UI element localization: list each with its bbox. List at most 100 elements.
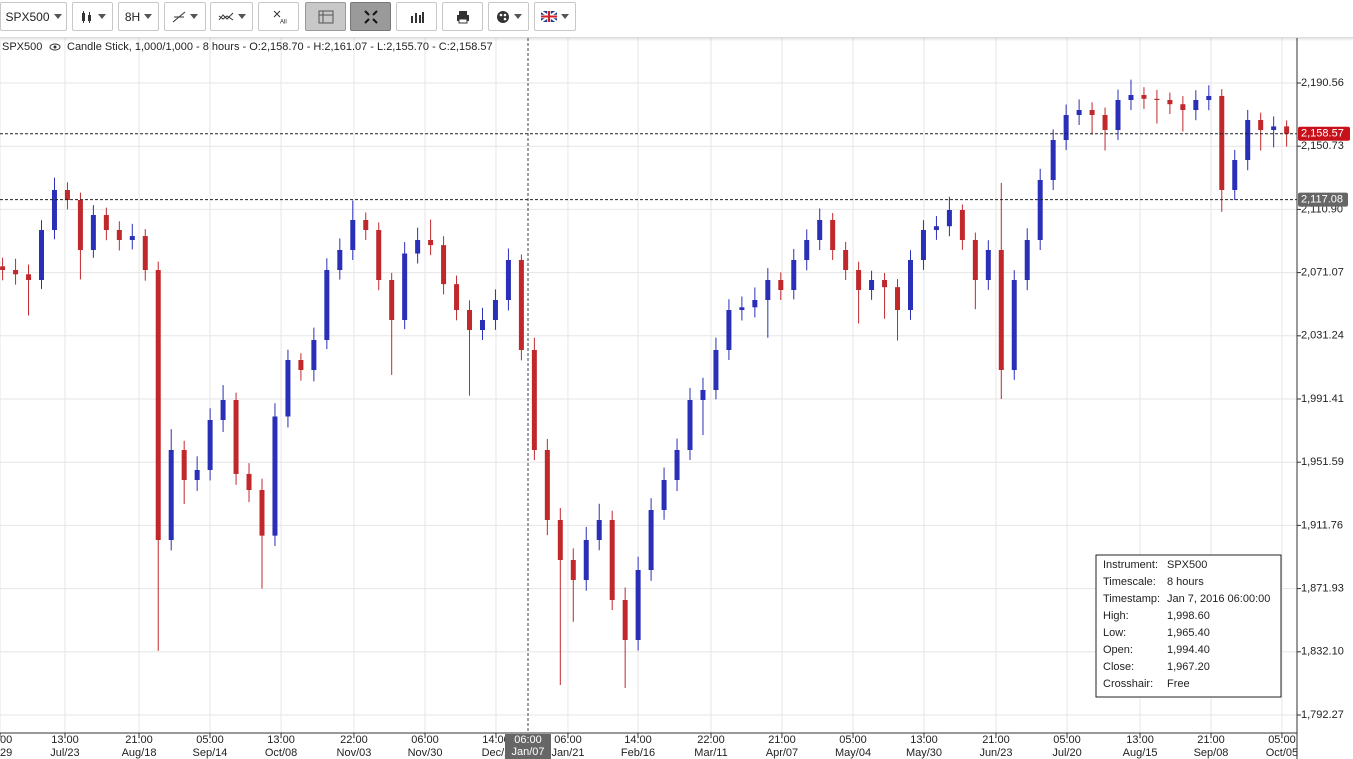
- candle-body: [544, 449, 550, 521]
- x-tick-date: Oct/05: [1266, 747, 1298, 759]
- line-icon: [172, 11, 186, 22]
- candle-body: [311, 339, 317, 371]
- candle-body: [1219, 95, 1225, 190]
- x-tick-label: 14:00: [624, 734, 652, 746]
- remove-all[interactable]: All: [258, 2, 299, 31]
- crosshair-y-box: [1298, 192, 1348, 207]
- y-tick-label: 2,150.73: [1301, 140, 1344, 152]
- candle-body: [713, 349, 719, 390]
- legend-description: Candle Stick, 1,000/1,000 - 8 hours - O:…: [67, 41, 493, 53]
- theme-select[interactable]: [488, 2, 529, 31]
- candle-body: [830, 220, 836, 250]
- candle-body: [972, 239, 978, 281]
- candle-body: [946, 210, 952, 227]
- x-tick-label: 22:00: [697, 734, 725, 746]
- fullscreen-icon: [363, 9, 378, 24]
- candle-body: [389, 280, 395, 321]
- candle-body: [959, 210, 965, 240]
- fullscreen-toggle[interactable]: [350, 2, 391, 31]
- candle-body: [583, 539, 589, 581]
- candle-body: [557, 520, 563, 561]
- info-value: Free: [1167, 678, 1190, 690]
- info-box: [1095, 554, 1282, 698]
- candle-body: [765, 280, 771, 300]
- candle-body: [116, 230, 122, 240]
- candle-body: [505, 260, 511, 300]
- x-tick-label: 21:00: [1197, 734, 1225, 746]
- candle-body: [1206, 95, 1212, 100]
- candle-body: [843, 249, 849, 271]
- x-tick-date: Nov/30: [408, 747, 443, 759]
- candle-body: [739, 307, 745, 311]
- x-tick-date: 29: [0, 747, 12, 759]
- candle-body: [1284, 126, 1290, 134]
- candle-body: [428, 239, 434, 246]
- x-tick-date: Aug/18: [122, 747, 157, 759]
- candle-body: [1141, 94, 1147, 99]
- info-key: Low:: [1103, 627, 1126, 639]
- legend-instrument: SPX500: [2, 41, 42, 53]
- candle-body: [181, 449, 187, 481]
- x-tick-label: 13:00: [910, 734, 938, 746]
- y-tick-label: 2,031.24: [1301, 330, 1344, 342]
- crosshair-toggle[interactable]: [305, 2, 346, 31]
- candle-body: [1154, 98, 1160, 100]
- candle-body: [376, 230, 382, 281]
- candle-body: [298, 360, 304, 371]
- candle-body: [1089, 110, 1095, 116]
- candle-body: [1050, 139, 1056, 181]
- crosshair-icon: [318, 10, 333, 23]
- candle-body: [1128, 94, 1134, 100]
- volume-toggle[interactable]: [396, 2, 437, 31]
- print-button[interactable]: [442, 2, 483, 31]
- candle-body: [207, 420, 213, 470]
- candle-body: [674, 449, 680, 481]
- x-tick-date: Oct/08: [265, 747, 297, 759]
- candle-body: [1232, 160, 1238, 190]
- candle-body: [1024, 239, 1030, 281]
- candle-body: [26, 274, 32, 281]
- draw-line-tool[interactable]: [164, 2, 206, 31]
- info-key: Open:: [1103, 644, 1133, 656]
- candle-body: [1271, 126, 1277, 131]
- candle-body: [1076, 110, 1082, 116]
- indicator-tool[interactable]: [210, 2, 253, 31]
- remove-all-icon: All: [273, 10, 286, 25]
- visibility-icon[interactable]: [49, 43, 61, 51]
- info-value: 8 hours: [1167, 576, 1204, 588]
- info-value: SPX500: [1167, 559, 1207, 571]
- x-tick-label: 05:00: [196, 734, 224, 746]
- candle-body: [804, 239, 810, 261]
- candle-body: [337, 249, 343, 271]
- x-tick-date: Jul/20: [1052, 747, 1081, 759]
- info-key: Timescale:: [1103, 576, 1156, 588]
- print-icon: [456, 10, 469, 23]
- language-select[interactable]: [534, 2, 576, 31]
- candle-body: [77, 199, 83, 250]
- candle-icon: [81, 10, 91, 23]
- candle-body: [220, 399, 226, 421]
- x-tick-label: 14:00: [482, 734, 510, 746]
- instrument-label: SPX500: [5, 9, 50, 24]
- candle-body: [1245, 120, 1251, 161]
- info-rows: Instrument: SPX500 Timescale: 8 hours Timest…: [1103, 559, 1270, 690]
- candle-body: [869, 280, 875, 290]
- chart-type-select[interactable]: [72, 2, 113, 31]
- candle-body: [233, 399, 239, 474]
- flag-icon: [541, 11, 557, 22]
- indicator-icon: [218, 12, 233, 20]
- candle-body: [454, 284, 460, 311]
- candle-body: [492, 299, 498, 321]
- candle-body: [467, 310, 473, 331]
- info-key: Instrument:: [1103, 559, 1158, 571]
- candle-body: [907, 260, 913, 311]
- info-value: 1,967.20: [1167, 661, 1210, 673]
- x-tick-label: 22:00: [340, 734, 368, 746]
- candle-body: [441, 245, 447, 285]
- candle-body: [622, 599, 628, 640]
- candle-body: [791, 260, 797, 290]
- instrument-select[interactable]: SPX500: [0, 2, 67, 31]
- candle-body: [985, 249, 991, 281]
- period-select[interactable]: 8H: [118, 2, 159, 31]
